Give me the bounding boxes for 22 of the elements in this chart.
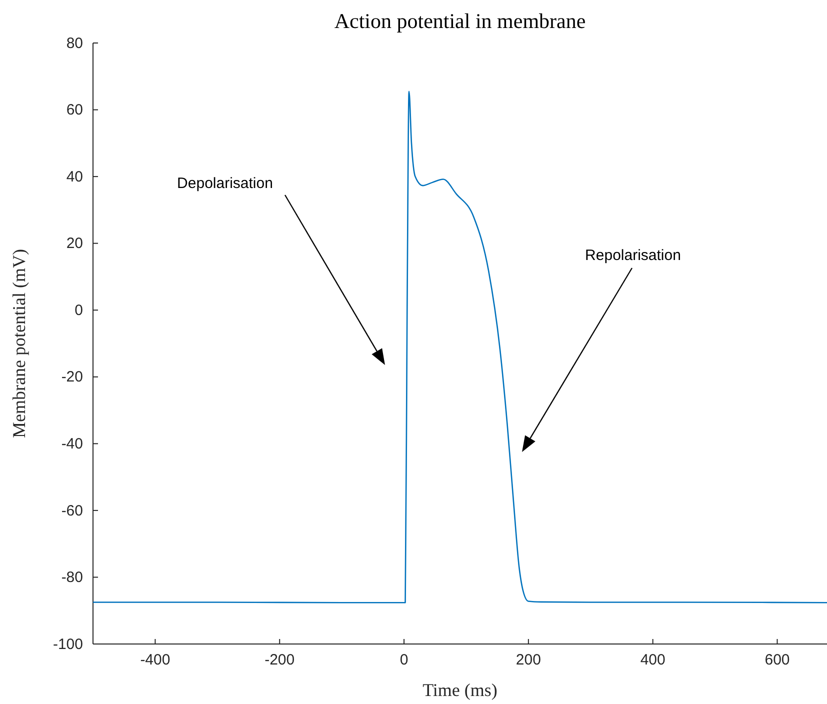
y-tick-label: 20 bbox=[66, 235, 83, 252]
x-tick-label: 0 bbox=[400, 652, 408, 669]
y-tick-label: -80 bbox=[61, 569, 83, 586]
y-tick-label: 40 bbox=[66, 168, 83, 186]
x-tick-label: -400 bbox=[140, 652, 170, 669]
line-series bbox=[92, 90, 827, 604]
chart-title: Action potential in membrane bbox=[334, 9, 586, 33]
x-tick-label: 600 bbox=[764, 652, 790, 669]
y-axis-title: Membrane potential (mV) bbox=[9, 249, 29, 438]
x-tick-label: 200 bbox=[516, 652, 541, 669]
x-axis-title: Time (ms) bbox=[422, 680, 498, 700]
y-tick-label: -100 bbox=[52, 636, 83, 653]
x-tick-label: -200 bbox=[264, 652, 295, 669]
y-tick-label: -60 bbox=[61, 502, 83, 520]
y-tick-label: -40 bbox=[61, 435, 83, 452]
annotation: Depolarisation bbox=[177, 175, 273, 192]
annotation: Repolarisation bbox=[585, 247, 681, 264]
y-tick-label: -20 bbox=[61, 368, 83, 386]
y-tick-label: 80 bbox=[66, 34, 83, 52]
y-tick-label: 0 bbox=[74, 302, 83, 319]
x-tick-label: 400 bbox=[640, 652, 666, 669]
y-tick-label: 60 bbox=[66, 102, 83, 119]
